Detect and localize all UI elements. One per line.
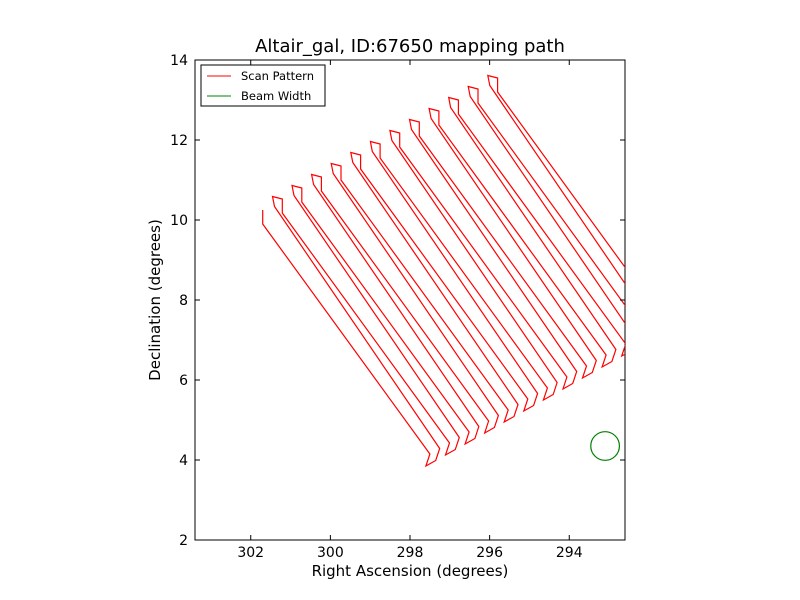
plot-area: 302 300 298 296 294 2 4 6 8 10 12 14 bbox=[170, 53, 626, 561]
chart-title: Altair_gal, ID:67650 mapping path bbox=[255, 36, 565, 57]
plot-frame bbox=[194, 59, 626, 541]
y-tick-label: 2 bbox=[179, 533, 188, 549]
y-tick-label: 6 bbox=[179, 373, 188, 389]
legend-scan-label: Scan Pattern bbox=[241, 69, 314, 83]
beam-width-circle bbox=[590, 431, 621, 461]
legend-beam-label: Beam Width bbox=[241, 89, 311, 103]
legend-box bbox=[200, 64, 326, 107]
y-tick-label: 12 bbox=[170, 133, 188, 149]
x-tick-label: 298 bbox=[397, 545, 424, 561]
x-tick-label: 296 bbox=[476, 545, 503, 561]
x-tick-label: 302 bbox=[237, 545, 264, 561]
x-axis-label: Right Ascension (degrees) bbox=[312, 562, 509, 580]
y-tick-label: 8 bbox=[179, 293, 188, 309]
series-layer bbox=[262, 74, 625, 468]
x-tick-label: 300 bbox=[317, 545, 344, 561]
y-tick-label: 10 bbox=[170, 213, 188, 229]
legend: Scan Pattern Beam Width bbox=[200, 64, 326, 107]
y-tick-label: 4 bbox=[179, 453, 188, 469]
x-tick-label: 294 bbox=[556, 545, 583, 561]
y-tick-label: 14 bbox=[170, 53, 188, 69]
y-axis-label: Declination (degrees) bbox=[146, 219, 164, 381]
scan-pattern-line bbox=[262, 74, 625, 468]
tick-layer: 302 300 298 296 294 2 4 6 8 10 12 14 bbox=[170, 53, 625, 561]
